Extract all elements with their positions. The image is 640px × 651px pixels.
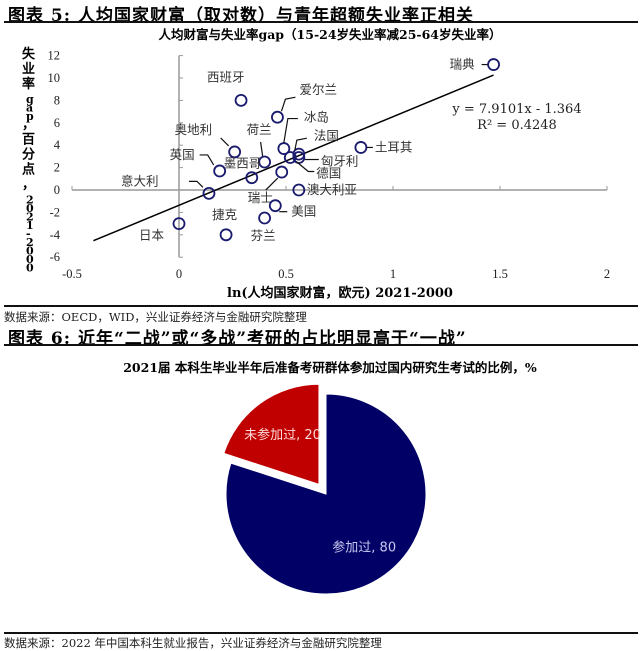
data-point-marker xyxy=(277,142,291,155)
y-tick-label: -6 xyxy=(50,250,60,264)
data-point-marker xyxy=(172,217,186,231)
data-point-marker xyxy=(283,151,297,164)
leader-line xyxy=(260,141,264,157)
data-point-label: 匈牙利 xyxy=(321,154,359,169)
plot-area: 12 10 8 6 4 2 0 -2 -4 -6-0.5 0 0.5 1 1.5 2 瑞典西班牙爱尔兰冰岛法国… xyxy=(48,49,611,281)
scatter-title: 人均财富与失业率gap（15-24岁失业率减25-64岁失业率） xyxy=(158,27,501,42)
data-point-label: 芬兰 xyxy=(251,228,276,243)
data-point-marker xyxy=(271,110,284,124)
data-point-label: 意大利 xyxy=(121,173,159,188)
y-tick-label: 8 xyxy=(54,93,60,107)
figure6-top-rule xyxy=(4,344,638,346)
data-point-marker xyxy=(213,164,227,178)
scatter-chart: 人均财富与失业率gap（15-24岁失业率减25-64岁失业率） 失业率 g a p，… xyxy=(22,27,611,301)
x-tick-label: 0 xyxy=(176,267,182,281)
y-tick-label: -4 xyxy=(50,228,61,242)
regression-annotation: y = 7.9101x - 1.364 xyxy=(451,102,581,117)
data-point-marker xyxy=(258,155,272,169)
data-point-label: 法国 xyxy=(314,128,339,143)
pie-slice-label: 参加过, 80 xyxy=(332,540,396,556)
y-tick-label: -2 xyxy=(50,205,60,219)
pie-slice-participated xyxy=(225,393,427,595)
x-tick-label: -0.5 xyxy=(62,267,82,281)
leader-line xyxy=(265,177,279,191)
y-tick-label: 4 xyxy=(54,138,61,152)
data-point-label: 土耳其 xyxy=(375,139,413,154)
pie-slice-label: 未参加过, 20 xyxy=(244,427,321,443)
data-point-marker xyxy=(234,94,248,107)
data-point-marker xyxy=(268,199,282,213)
data-point-label: 德国 xyxy=(316,166,341,181)
data-point-label: 冰岛 xyxy=(304,110,329,125)
data-point-marker xyxy=(245,171,259,185)
leader-line xyxy=(220,137,230,147)
y-tick-label: 2 xyxy=(54,161,60,175)
data-point-label: 美国 xyxy=(291,204,316,219)
figure5-top-rule xyxy=(4,21,638,23)
y-tick-label: 12 xyxy=(48,49,61,63)
figure5-source: 数据来源：OECD，WID，兴业证券经济与金融研究院整理 xyxy=(4,310,307,324)
figure5-bottom-rule xyxy=(4,305,638,307)
data-point-label: 澳大利亚 xyxy=(307,182,357,197)
y-tick-label: 10 xyxy=(48,71,61,85)
data-point-marker xyxy=(354,141,368,154)
y-axis-label: 失业率 g a p ，百分点， 2 0 2 1 -2 0 0 0 xyxy=(22,46,36,275)
data-point-marker xyxy=(487,58,500,71)
y-tick-label: 6 xyxy=(54,116,60,130)
y-tick-label: 0 xyxy=(54,183,60,197)
data-point-marker xyxy=(275,165,289,179)
x-tick-label: 1 xyxy=(390,267,396,281)
leader-line xyxy=(188,180,204,188)
data-point-label: 荷兰 xyxy=(247,122,272,137)
leader-line xyxy=(199,154,215,166)
data-point-label: 墨西哥 xyxy=(224,156,262,171)
data-point-label: 西班牙 xyxy=(207,69,245,84)
x-tick-label: 0.5 xyxy=(278,267,294,281)
data-point-label: 捷克 xyxy=(212,207,237,222)
data-point-marker xyxy=(258,211,272,225)
regression-annotation: R² = 0.4248 xyxy=(477,118,557,133)
x-tick-label: 2 xyxy=(604,267,610,281)
data-point-marker xyxy=(202,186,216,200)
x-tick-label: 1.5 xyxy=(492,267,508,281)
data-point-label: 爱尔兰 xyxy=(299,82,337,97)
data-point-label: 瑞典 xyxy=(450,57,475,72)
pie-slice-not-participated xyxy=(223,383,320,485)
data-point-marker xyxy=(219,228,233,242)
leader-line xyxy=(283,117,298,143)
data-point-label: 英国 xyxy=(170,147,195,162)
figure6-bottom-rule xyxy=(4,632,638,634)
data-point-marker xyxy=(292,147,306,161)
data-point-label: 瑞士 xyxy=(248,190,273,205)
data-point-marker xyxy=(292,183,306,197)
leader-line xyxy=(294,137,307,151)
x-axis-label: ln(人均国家财富，欧元) 2021-2000 xyxy=(227,285,453,301)
svg-text:失业率gap，百分点，2021-2000: 失业率 g a p ，百分点， 2 0 2 1 -2 0 0 0 xyxy=(22,46,36,275)
leader-line xyxy=(295,161,315,173)
pie-chart: 2021届 本科生毕业半年后准备考研群体参加过国内研究生考试的比例，% 参加过,… xyxy=(123,360,537,595)
figure6-source: 数据来源：2022 年中国本科生就业报告，兴业证券经济与金融研究院整理 xyxy=(4,636,382,650)
data-point-marker xyxy=(228,145,242,159)
pie-title: 2021届 本科生毕业半年后准备考研群体参加过国内研究生考试的比例，% xyxy=(123,360,537,375)
data-point-label: 奥地利 xyxy=(175,122,213,137)
data-point-label: 日本 xyxy=(139,228,165,243)
leader-line xyxy=(280,96,296,112)
